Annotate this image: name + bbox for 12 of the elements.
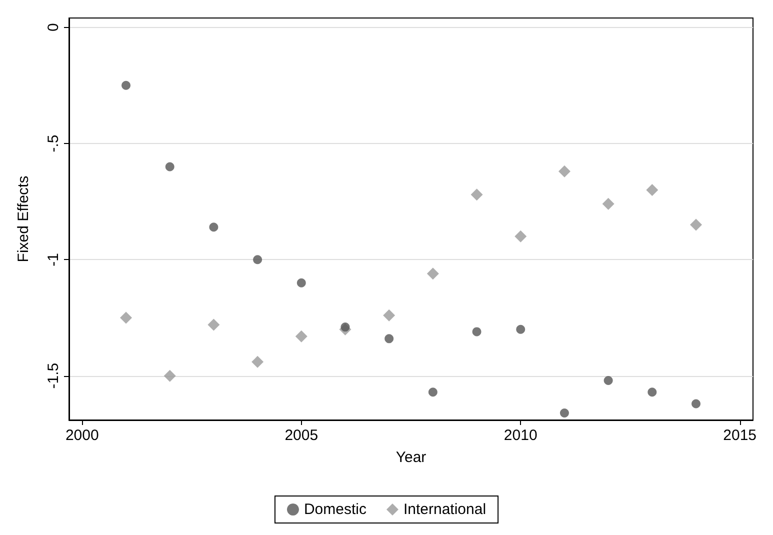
y-axis-title: Fixed Effects (15, 176, 32, 262)
x-tick-label: 2005 (284, 427, 318, 444)
x-tick-label: 2015 (723, 427, 757, 444)
y-tick-label: 0 (45, 23, 62, 32)
legend-label: International (403, 501, 486, 518)
y-tick-label: -1 (45, 252, 62, 266)
x-axis-title: Year (396, 449, 426, 466)
x-tick-label: 2010 (504, 427, 538, 444)
x-tick-label: 2000 (65, 427, 99, 444)
y-tick-label: -1.5 (45, 362, 62, 389)
y-tick-label: -.5 (45, 134, 62, 152)
legend-label: Domestic (304, 501, 367, 518)
